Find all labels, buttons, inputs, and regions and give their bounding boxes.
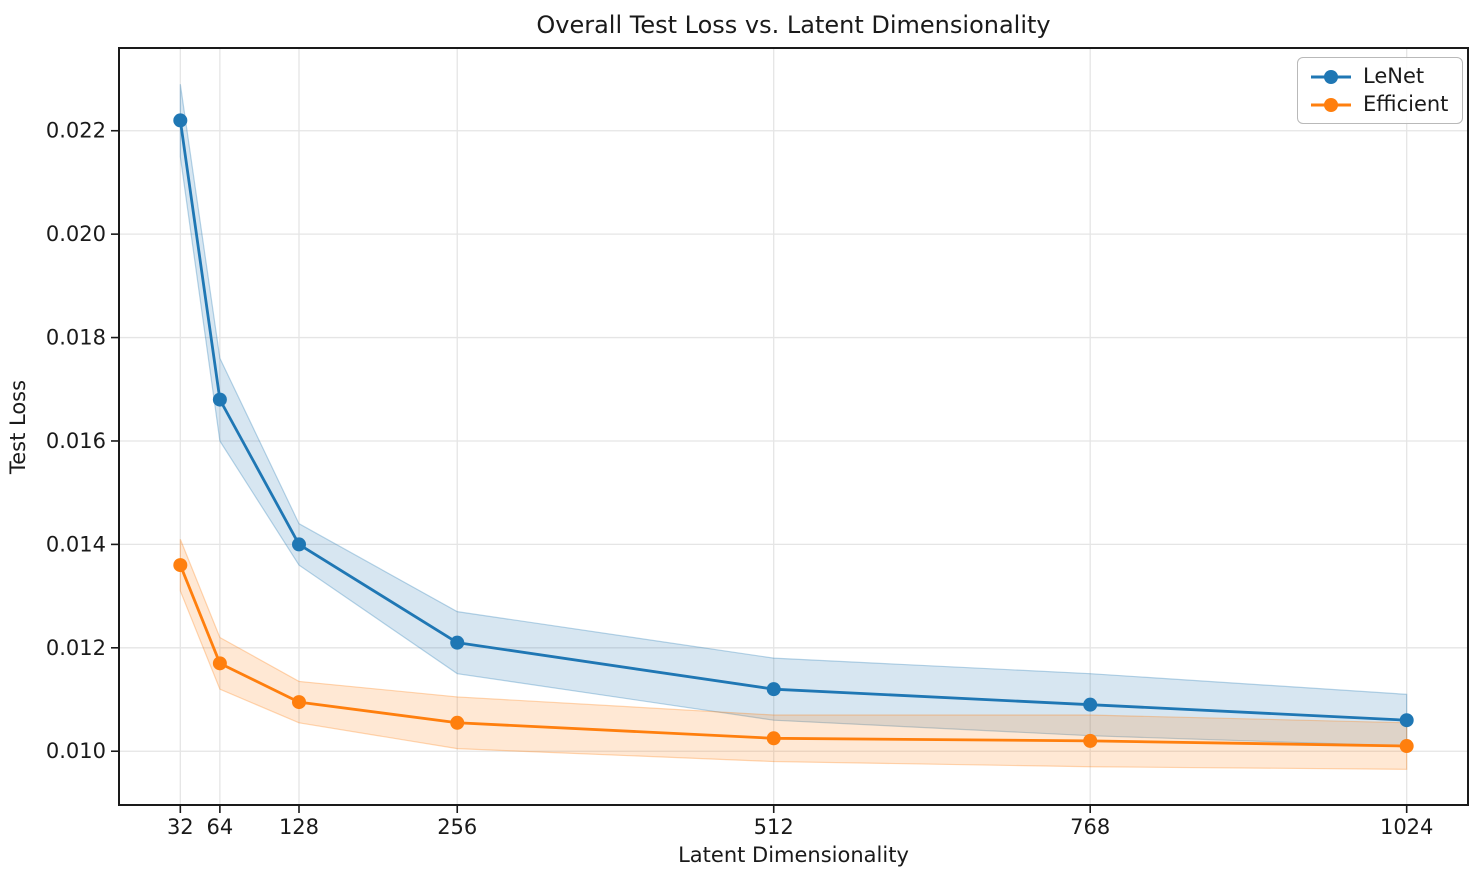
y-tick-label: 0.022 <box>46 119 106 143</box>
x-tick-label: 32 <box>167 815 194 839</box>
chart-title: Overall Test Loss vs. Latent Dimensional… <box>536 11 1051 39</box>
y-tick-label: 0.018 <box>46 326 106 350</box>
efficient-marker <box>450 715 465 730</box>
efficient-legend-swatch <box>1311 97 1351 112</box>
lenet-marker <box>766 682 781 697</box>
y-axis-label: Test Loss <box>6 379 30 475</box>
efficient-marker <box>766 731 781 746</box>
efficient-marker <box>173 558 188 573</box>
lenet-marker <box>291 537 306 552</box>
lenet-marker <box>212 392 227 407</box>
x-axis-label: Latent Dimensionality <box>678 843 909 867</box>
lenet-marker <box>450 635 465 650</box>
x-tick-label: 1024 <box>1380 815 1433 839</box>
efficient-marker <box>212 656 227 671</box>
efficient-marker <box>1399 739 1414 754</box>
x-tick-label: 768 <box>1070 815 1110 839</box>
efficient-marker <box>1083 733 1098 748</box>
lenet-line <box>178 118 1409 722</box>
y-tick-label: 0.012 <box>46 636 106 660</box>
x-tick-label: 128 <box>279 815 319 839</box>
efficient-marker-icon <box>1324 97 1338 112</box>
lenet-marker-icon <box>1324 69 1338 84</box>
legend: LeNet Efficient <box>1297 57 1464 124</box>
legend-item-lenet: LeNet <box>1309 66 1448 87</box>
lenet-marker <box>1399 713 1414 728</box>
x-tick-label: 512 <box>754 815 794 839</box>
y-tick-label: 0.020 <box>46 222 106 246</box>
lenet-confidence-band <box>179 84 1408 747</box>
efficient-marker <box>291 695 306 710</box>
y-tick-label: 0.014 <box>46 532 106 556</box>
axes-spines <box>118 47 1469 806</box>
x-tick-label: 256 <box>437 815 477 839</box>
lenet-marker <box>1083 697 1098 712</box>
legend-label-lenet: LeNet <box>1363 64 1425 88</box>
lenet-legend-swatch <box>1311 69 1351 84</box>
efficient-confidence-band <box>179 538 1408 770</box>
y-tick-label: 0.016 <box>46 429 106 453</box>
legend-label-efficient: Efficient <box>1363 92 1449 116</box>
legend-item-efficient: Efficient <box>1309 94 1448 115</box>
y-tick-label: 0.010 <box>46 739 106 763</box>
x-tick-label: 64 <box>207 815 234 839</box>
lenet-marker <box>173 113 188 128</box>
